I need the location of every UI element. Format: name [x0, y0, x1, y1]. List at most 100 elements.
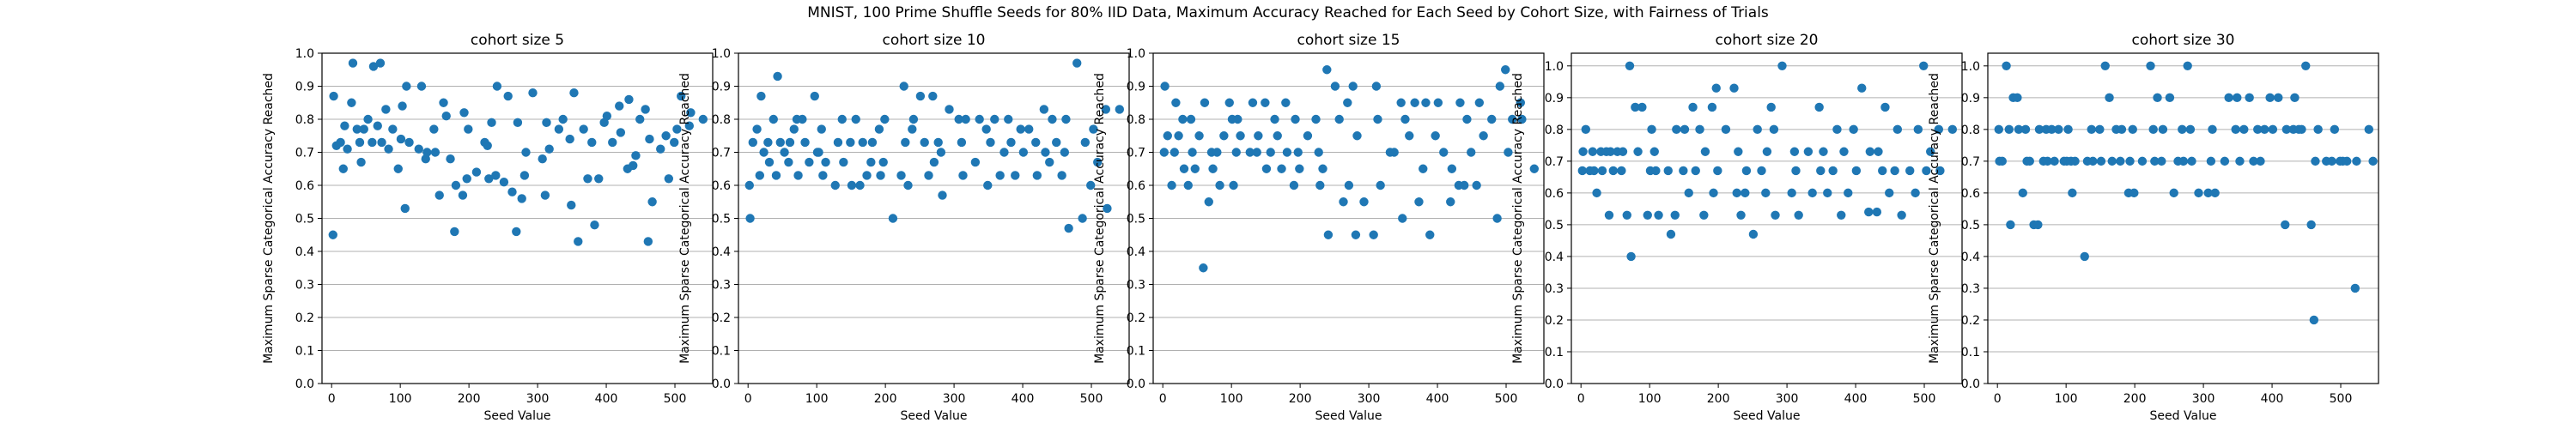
data-point [1631, 102, 1640, 112]
data-point [393, 164, 403, 173]
x-tick-label: 0 [744, 392, 752, 406]
data-point [1501, 65, 1510, 75]
data-point [818, 171, 828, 180]
x-tick-label: 500 [1080, 392, 1103, 406]
data-point [594, 174, 604, 184]
y-tick-label: 0.1 [1961, 346, 1980, 360]
y-tick-label: 0.0 [1545, 378, 1564, 391]
y-tick-label: 0.9 [1127, 81, 1145, 94]
data-point [756, 91, 766, 101]
data-point [363, 114, 373, 124]
y-tick-label: 0.3 [295, 279, 314, 293]
data-point [343, 144, 352, 154]
data-point [1666, 229, 1676, 239]
data-point [1492, 214, 1502, 223]
data-point [1282, 148, 1292, 157]
y-tick-label: 0.6 [712, 179, 731, 193]
data-point [2100, 61, 2110, 71]
data-point [1460, 180, 1469, 190]
y-tick-label: 0.3 [712, 279, 731, 293]
data-point [1291, 114, 1300, 124]
data-point [1849, 124, 1858, 135]
data-point [583, 174, 592, 184]
data-point [1433, 98, 1443, 107]
data-point [1194, 131, 1204, 141]
data-point [2043, 156, 2052, 166]
data-point [2265, 93, 2275, 103]
data-point [1229, 180, 1238, 190]
data-point [512, 227, 521, 237]
data-point [513, 118, 523, 128]
data-point [487, 118, 496, 128]
y-tick-label: 0.8 [1545, 124, 1564, 137]
data-point [1343, 98, 1352, 107]
data-point [684, 121, 695, 130]
data-point [1199, 263, 1208, 273]
data-point [1844, 188, 1853, 198]
data-point [858, 137, 867, 148]
data-point [2105, 93, 2114, 103]
data-point [1016, 124, 1025, 134]
data-point [1400, 114, 1410, 124]
data-point [2233, 93, 2242, 103]
data-point [874, 124, 884, 134]
data-point [1672, 124, 1681, 135]
data-point [876, 171, 885, 180]
y-tick-label: 0.0 [1127, 378, 1145, 391]
y-tick-label: 0.7 [1545, 155, 1564, 169]
data-point [1680, 124, 1690, 135]
chart-panel-1: 0.0 0.1 0.2 0.3 0.4 0.5 0.6 0.7 0.8 0.9 1.0 0 100 200… [262, 32, 714, 423]
data-point [1625, 61, 1635, 71]
data-point [851, 114, 860, 124]
data-point [641, 105, 650, 114]
y-tick-label: 0.0 [1961, 378, 1980, 391]
data-point [542, 118, 551, 128]
data-point [1261, 164, 1272, 173]
data-point [995, 171, 1005, 180]
data-point [1633, 147, 1643, 156]
data-point [986, 137, 995, 148]
y-tick-label: 1.0 [1545, 60, 1564, 74]
data-point [1080, 137, 1091, 148]
data-point [2185, 124, 2196, 135]
x-tick-label: 100 [389, 392, 412, 406]
data-point [1311, 114, 1321, 124]
data-point [1057, 171, 1066, 180]
data-point [430, 148, 440, 157]
data-point [1913, 124, 1923, 135]
data-point [1947, 124, 1958, 135]
data-point [567, 200, 576, 210]
data-point [957, 137, 967, 148]
data-point [1474, 98, 1485, 107]
data-point [800, 137, 810, 148]
data-point [1200, 98, 1210, 107]
data-point [1721, 124, 1731, 135]
data-point [2313, 124, 2323, 135]
data-point [2146, 61, 2155, 71]
y-tick-label: 0.7 [1127, 147, 1145, 160]
data-point [2327, 156, 2336, 166]
data-point [400, 203, 410, 214]
y-tick-label: 0.1 [712, 345, 731, 359]
data-point [538, 154, 547, 164]
data-point [1103, 203, 1112, 214]
y-tick-label: 0.5 [1127, 213, 1145, 227]
data-point [1577, 166, 1587, 176]
data-point [1293, 148, 1303, 157]
data-point [1101, 105, 1111, 114]
data-point [1048, 114, 1057, 124]
data-point [2210, 188, 2220, 198]
data-point [1508, 114, 1517, 124]
data-point [759, 148, 769, 157]
data-point [565, 134, 574, 144]
x-tick-label: 500 [1495, 392, 1518, 406]
data-point [2004, 124, 2014, 135]
data-point [544, 144, 554, 154]
data-point [1741, 188, 1750, 198]
data-point [878, 157, 888, 167]
data-point [2014, 124, 2024, 135]
data-point [2020, 124, 2031, 135]
data-point [2309, 315, 2319, 325]
data-point [1061, 114, 1071, 124]
